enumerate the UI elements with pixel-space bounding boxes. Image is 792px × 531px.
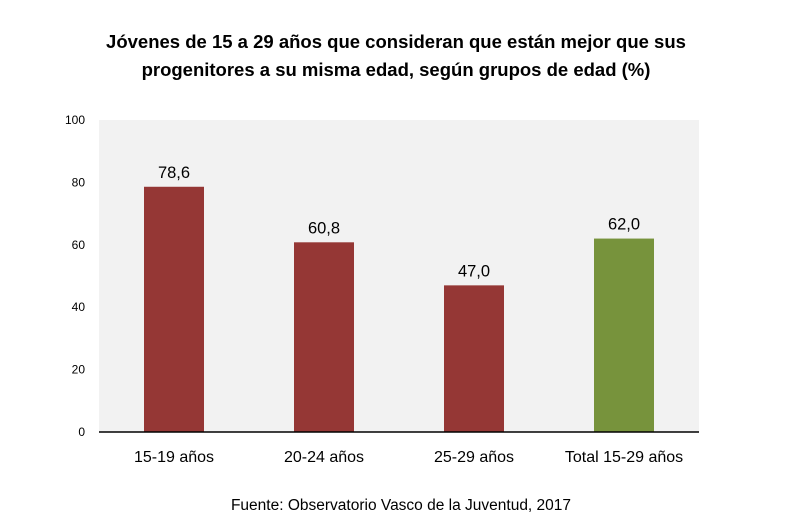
- data-label: 60,8: [308, 219, 340, 237]
- y-tick-label: 80: [72, 175, 86, 189]
- bar: [594, 238, 654, 432]
- chart-title-line-2: progenitores a su misma edad, según grup…: [142, 59, 651, 80]
- bar: [294, 242, 354, 432]
- x-tick-label: Total 15-29 años: [565, 449, 683, 466]
- bar: [444, 285, 504, 432]
- x-tick-label: 15-19 años: [134, 449, 214, 466]
- data-label: 78,6: [158, 164, 190, 182]
- data-label: 47,0: [458, 262, 490, 280]
- bar: [144, 186, 204, 432]
- x-tick-label: 25-29 años: [434, 449, 514, 466]
- data-label: 62,0: [608, 216, 640, 234]
- y-tick-label: 60: [72, 238, 86, 252]
- y-tick-label: 40: [72, 300, 86, 314]
- y-tick-label: 100: [65, 113, 85, 127]
- chart-title-line-1: Jóvenes de 15 a 29 años que consideran q…: [106, 31, 686, 52]
- source-note: Fuente: Observatorio Vasco de la Juventu…: [231, 497, 571, 514]
- y-tick-label: 20: [72, 363, 86, 377]
- y-tick-label: 0: [78, 425, 85, 439]
- x-tick-label: 20-24 años: [284, 449, 364, 466]
